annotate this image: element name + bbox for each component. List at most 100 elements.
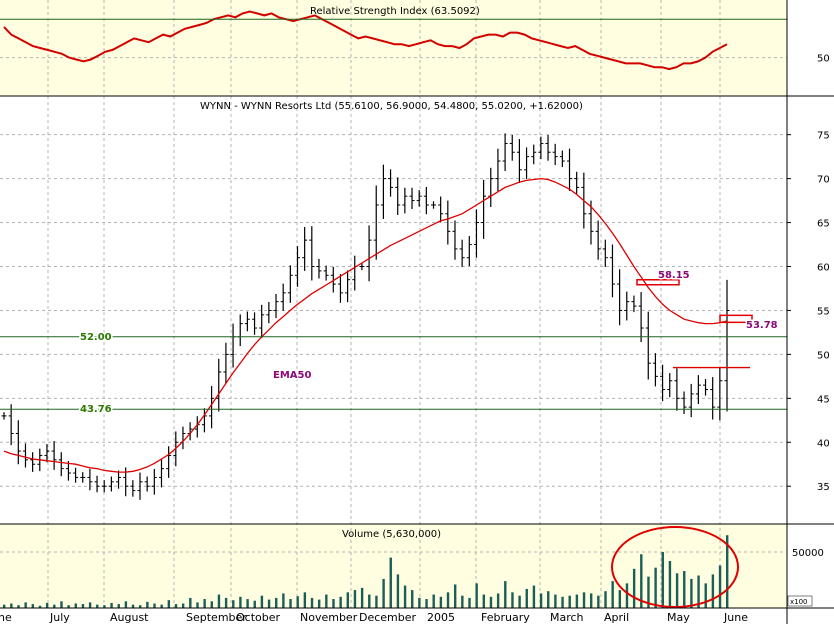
volume-bar: [582, 592, 586, 608]
price-tick-label: 55: [817, 306, 830, 317]
volume-bar: [604, 591, 607, 608]
volume-bar: [368, 594, 371, 608]
volume-bar: [504, 581, 507, 608]
volume-bar: [647, 576, 650, 608]
volume-bar: [389, 557, 392, 608]
volume-bar: [697, 575, 700, 608]
volume-unit-label: x100: [790, 598, 808, 606]
volume-bar: [267, 599, 271, 608]
volume-bar: [181, 603, 185, 608]
volume-bar: [67, 605, 70, 608]
volume-bar: [461, 595, 464, 608]
x-axis-label: April: [604, 611, 629, 624]
rsi-panel-bg: [0, 0, 787, 96]
volume-bar: [153, 603, 156, 608]
volume-bar: [683, 571, 686, 608]
volume-tick-label: 50000: [792, 548, 824, 559]
volume-bar: [139, 605, 142, 608]
price-tick-label: 70: [817, 175, 830, 186]
rsi-line: [3, 10, 728, 71]
ema-value-label: 53.78: [746, 320, 778, 331]
volume-bar: [45, 602, 49, 608]
volume-bar: [310, 597, 314, 608]
volume-bar: [81, 604, 85, 608]
volume-bar: [60, 601, 63, 608]
volume-bar: [131, 604, 135, 608]
volume-bar: [561, 596, 564, 608]
volume-bar: [224, 597, 228, 608]
volume-bar: [275, 597, 278, 608]
x-axis-label: June: [723, 611, 748, 624]
volume-bar: [468, 597, 471, 608]
price-tick-label: 50: [817, 350, 830, 361]
x-axis-label: March: [550, 611, 584, 624]
volume-bar: [668, 560, 672, 608]
volume-bar: [24, 602, 27, 608]
volume-bar: [432, 594, 435, 608]
volume-bar: [726, 535, 729, 608]
volume-title: Volume (5,630,000): [342, 529, 441, 540]
volume-bar: [210, 601, 213, 608]
volume-bar: [232, 600, 235, 608]
price-title: WYNN - WYNN Resorts Ltd (55.6100, 56.900…: [200, 101, 583, 112]
volume-bar: [332, 599, 335, 608]
x-axis-label: February: [481, 611, 530, 624]
volume-bar: [632, 568, 636, 608]
volume-bar: [110, 602, 113, 608]
price-tick-label: 45: [817, 394, 830, 405]
volume-bar: [690, 578, 693, 608]
volume-bar: [396, 574, 400, 608]
volume-bar: [496, 593, 500, 608]
price-tick-label: 40: [817, 438, 830, 449]
volume-bar: [74, 603, 77, 608]
volume-bar: [482, 594, 486, 608]
x-axis-label: August: [110, 611, 149, 624]
volume-bar: [303, 592, 307, 608]
volume-bar: [554, 594, 557, 608]
volume-bar: [282, 593, 285, 608]
volume-bar: [661, 552, 664, 608]
volume-bar: [611, 581, 614, 608]
price-tick-label: 75: [817, 131, 830, 142]
unit-box: [787, 595, 813, 607]
volume-bar: [296, 596, 299, 608]
volume-bar: [346, 592, 350, 608]
volume-bar: [547, 591, 550, 608]
x-axis-label: July: [49, 611, 70, 624]
volume-bar: [518, 595, 521, 608]
volume-bar: [704, 583, 707, 608]
volume-bar: [382, 578, 385, 608]
volume-bar: [475, 583, 478, 608]
rsi-tick-label: 50: [817, 54, 830, 65]
volume-bar: [640, 554, 643, 608]
volume-bar: [246, 599, 249, 608]
rsi-title: Relative Strength Index (63.5092): [310, 6, 480, 17]
volume-bar: [489, 596, 493, 608]
volume-bar: [96, 604, 99, 608]
volume-bar: [3, 604, 6, 608]
volume-bar: [203, 599, 206, 608]
volume-bar: [31, 604, 35, 608]
volume-bar: [597, 595, 600, 608]
volume-bar: [446, 592, 450, 608]
ema50-line: [3, 177, 728, 473]
volume-bar: [103, 605, 106, 608]
x-axis-label: September: [186, 611, 247, 624]
volume-bar: [117, 604, 120, 608]
volume-bar: [146, 601, 149, 608]
x-axis-label: May: [667, 611, 690, 624]
volume-bar: [289, 599, 292, 608]
ema-value-marker: [719, 314, 753, 324]
volume-bar: [711, 574, 715, 608]
x-axis-label: December: [359, 611, 417, 624]
price-tick-label: 65: [817, 219, 830, 230]
level-label: 52.00: [80, 332, 112, 343]
volume-bar: [575, 594, 579, 608]
volume-bar: [174, 604, 178, 608]
volume-bar: [317, 599, 321, 608]
volume-highlight: [611, 526, 739, 608]
price-tick-label: 60: [817, 262, 830, 273]
volume-bar: [189, 597, 192, 608]
volume-bar: [654, 567, 657, 608]
x-axis-label: November: [300, 611, 358, 624]
